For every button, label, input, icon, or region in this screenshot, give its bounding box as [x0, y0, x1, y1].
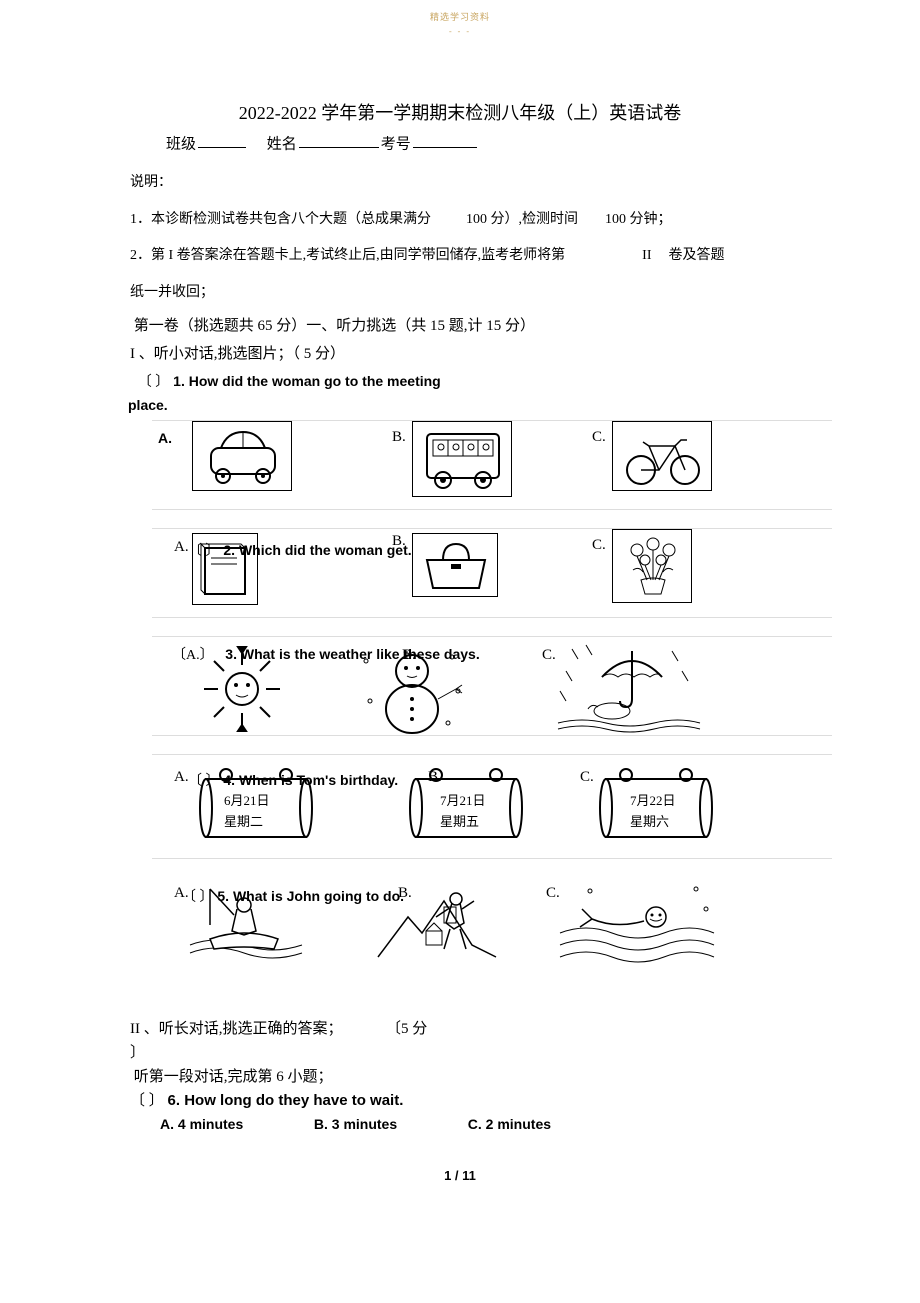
q2-pic-row: A. 〔 〕 2. Which did the woman get. B. C.	[152, 528, 832, 618]
umbrella-rain-icon	[552, 641, 702, 737]
sec1-heading: I 、听小对话,挑选图片；（ 5 分）	[130, 342, 790, 366]
intro2-a: 2．第 I 卷答案涂在答题卡上,考试终止后,由同学带回储存,监考老师将第	[130, 248, 565, 263]
part1-heading: 第一卷（挑选题共 65 分）一、听力挑选（共 15 题,计 15 分）	[130, 314, 790, 340]
q4-line: 〔 〕 4. When is Tom's birthday.	[188, 769, 398, 793]
bicycle-icon	[613, 422, 713, 492]
label-c-1: C.	[592, 425, 606, 449]
intro1-a: 1．本诊断检测试卷共包含八个大题（总成果满分	[130, 212, 431, 227]
page-title: 2022-2022 学年第一学期期末检测八年级（上）英语试卷	[130, 99, 790, 128]
label-b-1: B.	[392, 425, 406, 449]
page-number: 1 / 11	[0, 1166, 920, 1187]
sec2-sub: 听第一段对话,完成第 6 小题；	[130, 1065, 790, 1089]
intro2-b: II	[642, 248, 651, 263]
sec2-b: 〔5 分	[386, 1021, 427, 1037]
car-icon	[193, 422, 293, 492]
q3-line: 〔A.〕 3. What is the weather like these d…	[172, 643, 480, 667]
q2-text: 2. Which did the woman get.	[223, 542, 411, 558]
sec2-heading: II 、听长对话,挑选正确的答案； 〔5 分	[130, 1017, 790, 1041]
q4-text-b: 7月21日 星期五	[440, 791, 486, 833]
q6-opt-a: A. 4 minutes	[160, 1113, 310, 1135]
q4-c2: 星期六	[630, 814, 669, 829]
flowers-icon	[613, 530, 693, 604]
label-name: 姓名	[267, 136, 297, 152]
q4-a2: 星期二	[224, 814, 263, 829]
q1-last: place.	[128, 397, 168, 413]
q4-a1: 6月21日	[224, 793, 270, 808]
q1-bracket: 〔 〕	[138, 375, 170, 390]
q3-pic-row: 〔A.〕 3. What is the weather like these d…	[152, 636, 832, 736]
header-fields: 班级 姓名 考号	[166, 132, 790, 157]
q4-b2: 星期五	[440, 814, 479, 829]
label-a-4: A.	[174, 765, 189, 789]
q6-options: A. 4 minutes B. 3 minutes C. 2 minutes	[160, 1113, 790, 1135]
intro1-b: 100 分）,检测时间	[466, 212, 578, 227]
swimming-icon	[556, 879, 716, 969]
q5-pic-row: A. 〔 〕 5. What is John going to do. B. C…	[152, 877, 832, 977]
q4-text: 4. When is Tom's birthday.	[223, 772, 398, 788]
watermark-text: 精选学习资料	[430, 12, 490, 22]
q4-bracket: 〔 〕	[188, 774, 220, 789]
watermark-dashes: - - -	[449, 27, 471, 36]
sec2-a: II 、听长对话,挑选正确的答案；	[130, 1021, 343, 1037]
q4-text-c: 7月22日 星期六	[630, 791, 676, 833]
q6-text: 6. How long do they have to wait.	[168, 1092, 404, 1109]
intro-2: 2．第 I 卷答案涂在答题卡上,考试终止后,由同学带回储存,监考老师将第 II …	[130, 245, 790, 267]
intro-2d: 纸一并收回；	[130, 282, 790, 304]
q1-pic-b	[412, 421, 512, 497]
q6-opt-c: C. 2 minutes	[468, 1113, 551, 1135]
intro2-c: 卷及答题	[669, 248, 725, 263]
label-class: 班级	[166, 136, 196, 152]
label-a-1: A.	[158, 427, 172, 449]
q2-pic-b	[412, 533, 498, 597]
part1-heading-text: 第一卷（挑选题共 65 分）一、听力挑选（共 15 题,计 15 分）	[134, 318, 535, 334]
q5-text: 5. What is John going to do.	[217, 888, 404, 904]
q2-pic-c	[612, 529, 692, 603]
bus-icon	[413, 422, 513, 498]
intro-1: 1．本诊断检测试卷共包含八个大题（总成果满分 100 分）,检测时间 100 分…	[130, 209, 790, 231]
q3-text: 3. What is the weather like these days.	[225, 646, 479, 662]
q6-bracket: 〔 〕	[130, 1093, 164, 1109]
q5-bracket: 〔 〕	[182, 890, 214, 905]
q6-line: 〔 〕 6. How long do they have to wait.	[130, 1089, 790, 1113]
q1-pic-row: A. B. C.	[152, 420, 832, 510]
blank-examno	[413, 132, 477, 149]
q2-line: 〔 〕 2. Which did the woman get.	[188, 539, 412, 563]
q6-opt-b: B. 3 minutes	[314, 1113, 464, 1135]
label-a-2: A.	[174, 535, 189, 559]
intro-label: 说明：	[130, 172, 790, 194]
label-examno: 考号	[381, 136, 411, 152]
blank-class	[198, 132, 246, 149]
q1-text: 1. How did the woman go to the meeting	[173, 373, 441, 389]
q1-line: 〔 〕 1. How did the woman go to the meeti…	[130, 370, 790, 394]
handbag-icon	[413, 534, 499, 598]
intro1-c: 100 分钟；	[605, 212, 672, 227]
q4-c1: 7月22日	[630, 793, 676, 808]
q4-b1: 7月21日	[440, 793, 486, 808]
q4-text-a: 6月21日 星期二	[224, 791, 270, 833]
q1-pic-a	[192, 421, 292, 491]
label-a-3: A.	[186, 648, 200, 663]
sec2-heading-c: 〕	[130, 1041, 790, 1065]
blank-name	[299, 132, 379, 149]
sec2-sub-text: 听第一段对话,完成第 6 小题；	[134, 1069, 333, 1085]
q2-bracket: 〔 〕	[188, 544, 220, 559]
q5-line: 〔 〕 5. What is John going to do.	[182, 885, 404, 909]
q4-pic-row: A. 〔 〕 4. When is Tom's birthday. B. C. …	[152, 754, 832, 859]
q1-pic-c	[612, 421, 712, 491]
label-c-2: C.	[592, 533, 606, 557]
